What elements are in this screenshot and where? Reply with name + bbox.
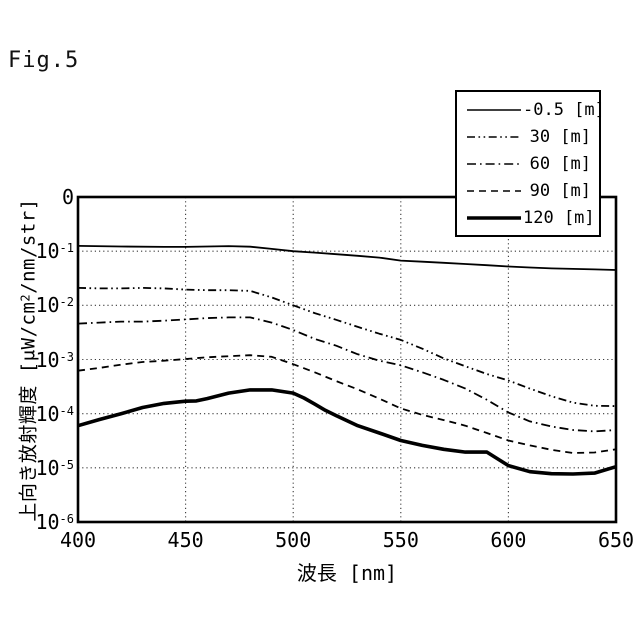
y-tick-label: 10-2 <box>35 293 74 318</box>
legend-line-sample-dashdot <box>467 162 521 165</box>
legend: -0.5 [m] 30 [m] 60 [m] 90 [m] 120 [m] <box>455 90 605 237</box>
legend-item: 120 [m] <box>465 205 595 231</box>
series-line-30m <box>77 287 617 407</box>
y-tick-label: 10-3 <box>35 347 74 372</box>
x-tick-label: 650 <box>597 528 635 552</box>
legend-line-sample-dashdotdot <box>467 135 521 138</box>
series-line--0.5m <box>77 245 617 271</box>
series-line-60m <box>77 316 617 433</box>
legend-item: 60 [m] <box>465 151 591 177</box>
x-axis-label: 波長 [nm] <box>296 561 398 585</box>
x-tick-label: 600 <box>490 528 527 552</box>
y-tick-label: 0 <box>61 185 74 209</box>
y-tick-label: 10-5 <box>35 455 74 480</box>
y-tick-label: 10-1 <box>35 239 74 264</box>
legend-item: 90 [m] <box>465 178 591 204</box>
x-tick-label: 450 <box>167 528 204 552</box>
legend-line-sample-dashed <box>467 189 521 192</box>
y-axis-label: 上向き放射輝度 [μW/cm2/nm/str] <box>17 198 40 522</box>
legend-item: -0.5 [m] <box>465 97 605 123</box>
figure-title: Fig.5 <box>8 48 80 73</box>
series-line-90m <box>77 354 617 454</box>
y-tick-label: 10-6 <box>35 510 74 534</box>
x-tick-label: 400 <box>59 528 97 552</box>
axes-frame <box>76 195 618 524</box>
legend-line-sample-solid <box>467 215 521 220</box>
legend-item-label: 30 [m] <box>529 126 591 147</box>
series-line-120m <box>77 388 617 476</box>
gridlines <box>78 197 616 522</box>
legend-line-sample-solid <box>467 108 521 111</box>
legend-item-label: 120 [m] <box>523 207 595 228</box>
legend-item-label: 60 [m] <box>529 153 591 174</box>
y-tick-label: 10-4 <box>35 401 74 426</box>
legend-item-label: 90 [m] <box>529 180 591 201</box>
x-tick-label: 500 <box>275 528 312 552</box>
x-tick-label: 550 <box>382 528 419 552</box>
legend-item: 30 [m] <box>465 124 591 150</box>
legend-item-label: -0.5 [m] <box>523 99 605 120</box>
